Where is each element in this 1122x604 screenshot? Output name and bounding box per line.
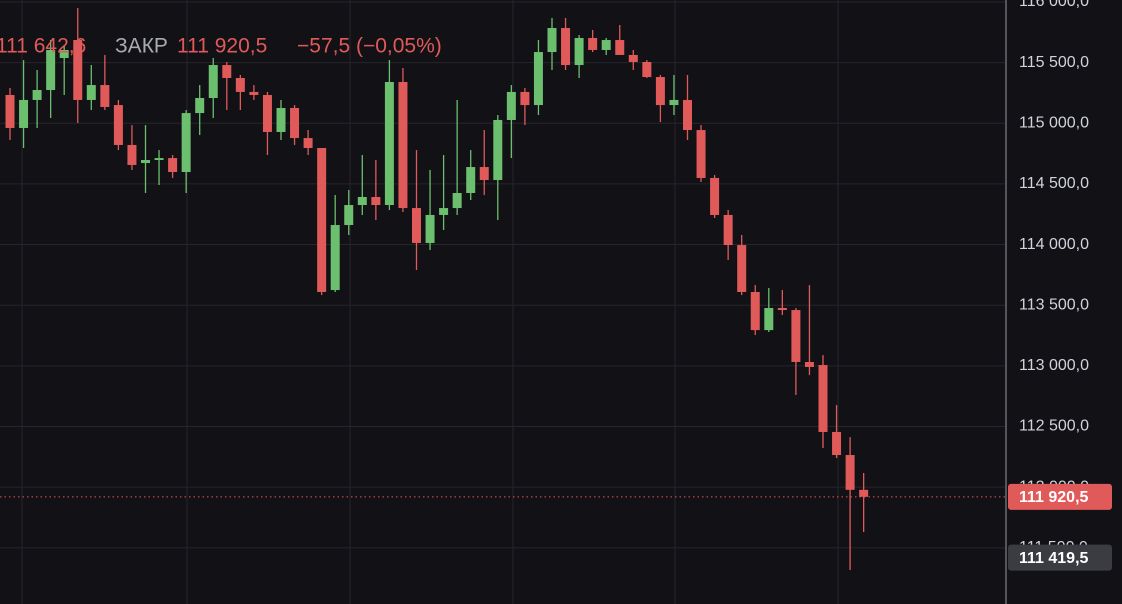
- y-tick-label: 114 000,0: [1019, 236, 1089, 253]
- candle-body: [615, 40, 625, 55]
- y-tick-label: 113 500,0: [1019, 296, 1089, 313]
- candle-body: [669, 99, 679, 106]
- candle-body: [100, 85, 110, 107]
- candle-body: [818, 365, 828, 432]
- candle-body: [113, 105, 123, 145]
- price-badges: 111 920,5 111 419,5: [1008, 483, 1112, 571]
- candle-body: [520, 91, 530, 106]
- legend-header: 111 642,6 ЗАКР 111 920,5 −57,5 (−0,05%): [0, 35, 442, 58]
- candle-body: [19, 99, 29, 128]
- candle-body: [249, 91, 259, 95]
- candle-body: [141, 160, 150, 164]
- candle-body: [276, 107, 286, 132]
- candle-body: [696, 130, 706, 178]
- candle-body: [439, 208, 449, 215]
- candle-body: [235, 78, 245, 92]
- candle-body: [195, 98, 205, 114]
- candle-body: [154, 158, 164, 161]
- candle-body: [86, 85, 96, 100]
- candle-body: [479, 167, 489, 181]
- candle-body: [412, 208, 421, 243]
- candle-body: [493, 119, 503, 181]
- candle-body: [791, 310, 801, 362]
- candle-body: [59, 49, 69, 58]
- candle-body: [506, 91, 516, 120]
- y-tick-label: 115 000,0: [1019, 114, 1089, 131]
- candle-body: [737, 245, 747, 292]
- candle-body: [859, 489, 869, 497]
- legend-value: 111 642,6: [0, 35, 86, 58]
- candle-body: [168, 158, 178, 173]
- candle-body: [628, 54, 638, 62]
- price-badge-label: 111 419,5: [1019, 550, 1089, 567]
- candle-body: [588, 37, 598, 50]
- candle-body: [371, 197, 381, 206]
- candle-body: [208, 65, 218, 99]
- candle-body: [344, 205, 354, 226]
- candle-body: [303, 138, 313, 148]
- y-tick-label: 113 000,0: [1019, 357, 1089, 374]
- price-badge: [1008, 544, 1112, 571]
- y-tick-label: 116 000,0: [1019, 0, 1089, 10]
- candle-body: [398, 82, 408, 209]
- candle-body: [452, 193, 462, 209]
- candle-body: [804, 361, 814, 367]
- candle-body: [317, 147, 327, 292]
- candle-body: [357, 197, 367, 206]
- candle-body: [574, 37, 584, 66]
- candle-body: [750, 291, 760, 331]
- candle-body: [683, 99, 692, 131]
- candle-body: [723, 214, 733, 246]
- candle-body: [547, 28, 557, 53]
- candle-body: [222, 65, 232, 79]
- candle-body: [5, 94, 15, 128]
- legend-close-label: ЗАКР: [115, 35, 168, 58]
- candle-body: [32, 90, 42, 100]
- candle-body: [290, 107, 300, 139]
- candle-body: [777, 308, 787, 311]
- legend-close: 111 920,5: [177, 35, 267, 58]
- candle-body: [262, 94, 272, 132]
- candle-body: [601, 40, 611, 50]
- candle-body: [73, 40, 83, 100]
- y-tick-label: 115 500,0: [1019, 54, 1089, 71]
- y-tick-label: 114 500,0: [1019, 175, 1089, 192]
- y-tick-label: 112 500,0: [1019, 418, 1089, 435]
- candle-body: [642, 61, 652, 78]
- horizontal-grid: [0, 1, 1005, 549]
- legend-change: −57,5 (−0,05%): [297, 35, 442, 58]
- candle-body: [764, 308, 774, 331]
- candle-body: [561, 28, 571, 66]
- candle-body: [127, 144, 137, 165]
- candle-body: [710, 177, 720, 215]
- candle-body: [533, 52, 543, 106]
- candle-body: [425, 214, 435, 243]
- price-badge: [1008, 483, 1112, 510]
- candles: [5, 8, 869, 571]
- candle-body: [832, 431, 842, 456]
- candle-body: [46, 49, 56, 91]
- candle-body: [181, 113, 191, 173]
- candle-body: [845, 455, 855, 490]
- candle-body: [330, 225, 340, 291]
- candle-body: [384, 82, 394, 206]
- candle-body: [466, 167, 476, 194]
- candle-body: [655, 77, 665, 106]
- price-badge-label: 111 920,5: [1019, 489, 1089, 506]
